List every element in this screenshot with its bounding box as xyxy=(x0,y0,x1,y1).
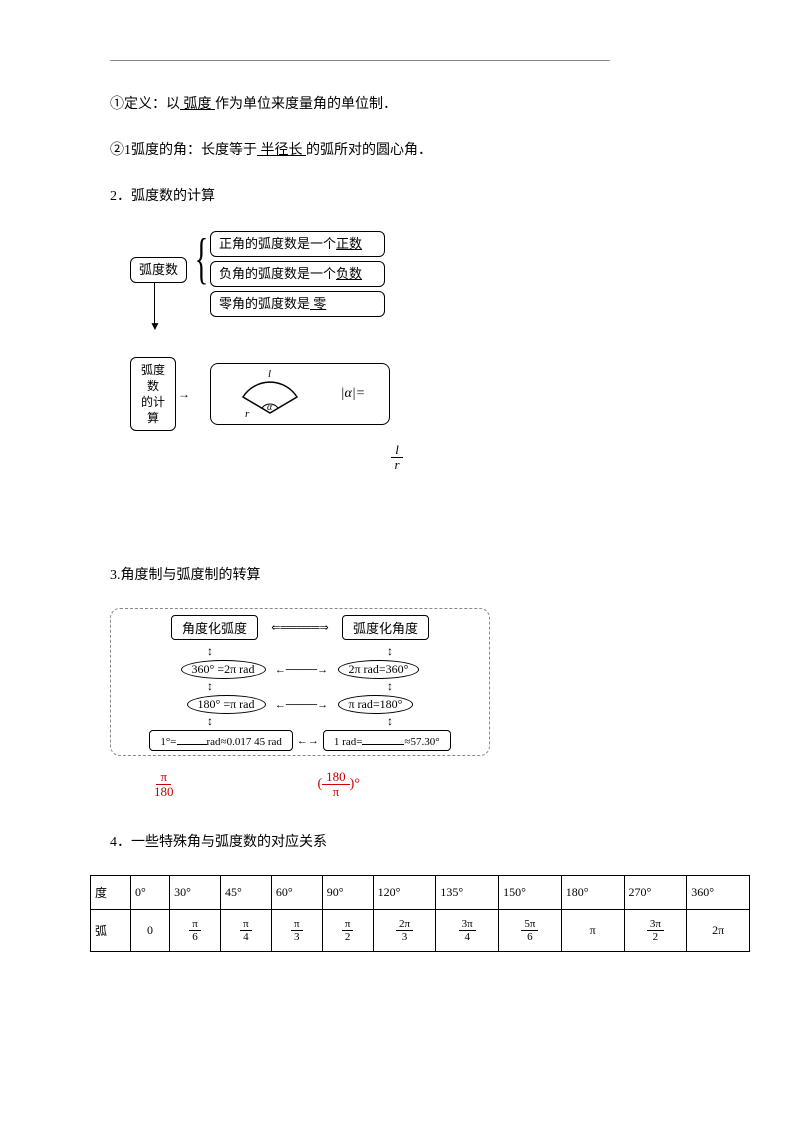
alpha-formula: |α|= xyxy=(341,386,366,402)
svg-text:l: l xyxy=(268,368,271,380)
text: 的弧所对的圆心角． xyxy=(306,143,432,158)
cell: 150° xyxy=(499,876,562,910)
deg-to-rad-box: 角度化弧度 xyxy=(171,615,258,640)
text: ②1弧度的角：长度等于 xyxy=(110,143,257,158)
spacer xyxy=(90,512,704,562)
top-rule xyxy=(110,60,610,61)
sector-icon: l α r xyxy=(235,367,305,421)
double-arrow-icon: ←→ xyxy=(297,735,319,747)
page: ①定义：以 弧度 作为单位来度量角的单位制． ②1弧度的角：长度等于 半径长 的… xyxy=(0,0,794,992)
cell: 45° xyxy=(220,876,271,910)
cell: 30° xyxy=(170,876,221,910)
cell: 60° xyxy=(271,876,322,910)
cell: 2π xyxy=(687,910,750,952)
rad-to-deg-box: 弧度化角度 xyxy=(342,615,429,640)
oval-360-deg: 360° =2π rad xyxy=(181,660,266,679)
d2-vlines2: ↕ ↕ xyxy=(119,679,481,695)
cell: 135° xyxy=(436,876,499,910)
cell: 360° xyxy=(687,876,750,910)
cell: π4 xyxy=(220,910,271,952)
underline-radian: 弧度 xyxy=(180,97,215,112)
calc-label-box: 弧度数的计算 xyxy=(130,357,176,431)
cell: 90° xyxy=(322,876,373,910)
definition-line-1: ①定义：以 弧度 作为单位来度量角的单位制． xyxy=(110,91,704,119)
cell: 3π4 xyxy=(436,910,499,952)
blank xyxy=(177,733,207,745)
brace-icon: { xyxy=(195,231,208,287)
double-arrow-icon: ←────→ xyxy=(272,664,332,676)
section-4-heading: 4．一些特殊角与弧度数的对应关系 xyxy=(110,829,704,857)
red-answers: π 180 (180π)° xyxy=(150,770,704,799)
branch-negative: 负角的弧度数是一个负数 xyxy=(210,261,385,287)
branch-col: 正角的弧度数是一个正数 负角的弧度数是一个负数 零角的弧度数是 零 xyxy=(210,229,410,319)
section-2-heading: 2．弧度数的计算 xyxy=(110,183,704,211)
svg-text:r: r xyxy=(245,408,250,420)
row-header-deg: 度 xyxy=(91,876,131,910)
branch-positive: 正角的弧度数是一个正数 xyxy=(210,231,385,257)
cell: 5π6 xyxy=(499,910,562,952)
pi-over-180: π 180 xyxy=(150,770,178,799)
table-row-deg: 度 0° 30° 45° 60° 90° 120° 135° 150° 180°… xyxy=(91,876,750,910)
cell: 2π3 xyxy=(373,910,436,952)
d2-vlines3: ↕ ↕ xyxy=(119,714,481,730)
cell: 3π2 xyxy=(624,910,687,952)
oval-180-deg: 180° =π rad xyxy=(187,695,266,714)
cell: 270° xyxy=(624,876,687,910)
d2-row-180: 180° =π rad ←────→ π rad=180° xyxy=(119,695,481,714)
oval-pi: π rad=180° xyxy=(338,695,414,714)
calc-bottom-row: 弧度数的计算 → l α r |α|= xyxy=(130,357,410,431)
cell: π3 xyxy=(271,910,322,952)
oval-2pi: 2π rad=360° xyxy=(338,660,420,679)
cell: 0 xyxy=(131,910,170,952)
radian-calc-diagram: 弧度数 { 正角的弧度数是一个正数 负角的弧度数是一个负数 零角的弧度数是 零 … xyxy=(130,229,410,431)
double-arrow-icon: ⇐═════⇒ xyxy=(270,621,330,634)
conversion-diagram: 角度化弧度 ⇐═════⇒ 弧度化角度 ↕ ↕ 360° =2π rad ←──… xyxy=(110,608,490,756)
branch-zero: 零角的弧度数是 零 xyxy=(210,291,385,317)
arrow-down-icon: ▼ xyxy=(149,319,161,334)
cell: 120° xyxy=(373,876,436,910)
arrow-right-icon: → xyxy=(178,387,190,402)
d2-row-1: 1°=rad≈0.017 45 rad ←→ 1 rad=≈57.30° xyxy=(119,730,481,751)
svg-text:α: α xyxy=(267,402,273,413)
d2-vlines: ↕ ↕ xyxy=(119,644,481,660)
180-over-pi-deg: (180π)° xyxy=(318,770,360,799)
row-header-rad: 弧 xyxy=(91,910,131,952)
blank xyxy=(362,733,404,745)
cell: 0° xyxy=(131,876,170,910)
sector-box: l α r |α|= xyxy=(210,363,390,425)
text: ①定义：以 xyxy=(110,97,180,112)
text: 作为单位来度量角的单位制． xyxy=(215,97,397,112)
underline-radius: 半径长 xyxy=(257,143,306,158)
cell: π xyxy=(561,910,624,952)
cell: π6 xyxy=(170,910,221,952)
d2-top-row: 角度化弧度 ⇐═════⇒ 弧度化角度 xyxy=(119,615,481,640)
one-rad-box: 1 rad=≈57.30° xyxy=(323,730,451,751)
cell: 180° xyxy=(561,876,624,910)
radian-node: 弧度数 xyxy=(130,257,187,283)
cell: π2 xyxy=(322,910,373,952)
section-3-heading: 3.角度制与弧度制的转算 xyxy=(110,562,704,590)
table-row-rad: 弧 0 π6 π4 π3 π2 2π3 3π4 5π6 π 3π2 2π xyxy=(91,910,750,952)
double-arrow-icon: ←────→ xyxy=(272,699,332,711)
d2-row-360: 360° =2π rad ←────→ 2π rad=360° xyxy=(119,660,481,679)
one-deg-box: 1°=rad≈0.017 45 rad xyxy=(149,730,293,751)
definition-line-2: ②1弧度的角：长度等于 半径长 的弧所对的圆心角． xyxy=(110,137,704,165)
l-over-r-fraction: lr xyxy=(90,443,704,472)
angle-radian-table: 度 0° 30° 45° 60° 90° 120° 135° 150° 180°… xyxy=(90,875,750,952)
